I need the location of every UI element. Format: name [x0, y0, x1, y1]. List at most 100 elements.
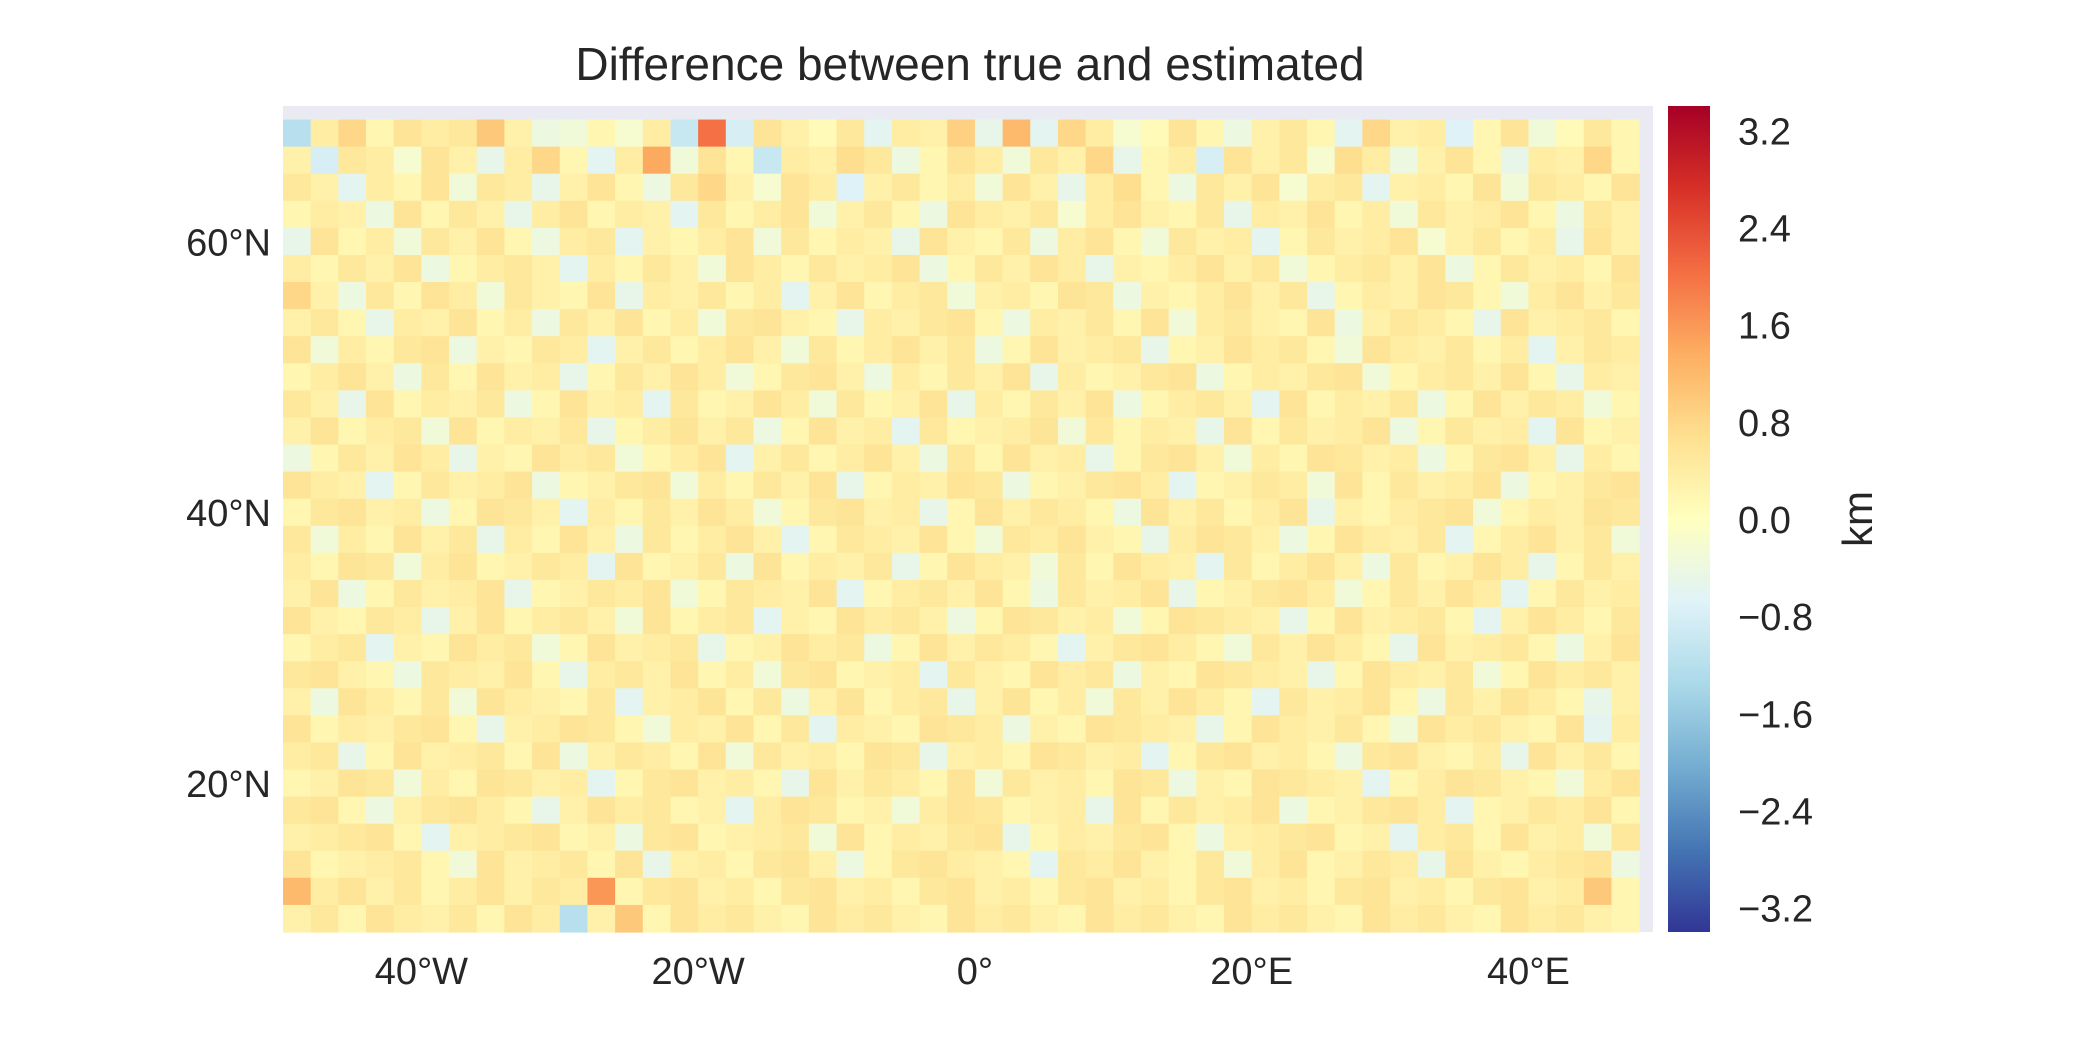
heatmap-cell: [504, 417, 533, 446]
heatmap-cell: [891, 796, 921, 825]
heatmap-cell: [642, 634, 672, 662]
heatmap-cell: [449, 227, 478, 256]
heatmap-cell: [421, 200, 450, 229]
heatmap-cell: [1556, 254, 1585, 283]
heatmap-cell: [1251, 742, 1280, 771]
heatmap-cell: [670, 579, 699, 608]
heatmap-cell: [366, 336, 395, 364]
heatmap-cell: [919, 904, 948, 933]
heatmap-cell: [1445, 634, 1474, 662]
heatmap-cell: [1030, 796, 1059, 825]
heatmap-cell: [1140, 227, 1170, 256]
heatmap-cell: [449, 688, 478, 716]
heatmap-cell: [725, 823, 755, 852]
heatmap-cell: [698, 904, 727, 933]
heatmap-cell: [283, 444, 312, 473]
heatmap-cell: [836, 282, 865, 310]
heatmap-cell: [1473, 417, 1502, 446]
heatmap-cell: [1002, 634, 1031, 662]
heatmap-cell: [919, 634, 948, 662]
heatmap-cell: [974, 254, 1004, 283]
heatmap-cell: [1417, 661, 1447, 689]
heatmap-cell: [393, 282, 422, 310]
heatmap-cell: [1500, 254, 1530, 283]
heatmap-cell: [1500, 417, 1530, 446]
heatmap-cell: [1085, 742, 1114, 771]
heatmap-cell: [532, 769, 561, 798]
heatmap-cell: [338, 363, 367, 391]
heatmap-cell: [1334, 282, 1363, 310]
heatmap-cell: [1085, 498, 1114, 527]
heatmap-cell: [1224, 444, 1253, 473]
heatmap-cell: [1556, 688, 1585, 716]
heatmap-cell: [1113, 471, 1142, 500]
heatmap-cell: [587, 634, 616, 662]
heatmap-cell: [1583, 796, 1613, 825]
heatmap-cell: [1556, 769, 1585, 798]
heatmap-cell: [864, 363, 893, 391]
heatmap-cell: [1528, 742, 1557, 771]
heatmap-cell: [449, 254, 478, 283]
heatmap-cell: [1500, 769, 1530, 798]
heatmap-cell: [1002, 200, 1031, 229]
heatmap-cell: [1583, 390, 1613, 419]
heatmap-cell: [421, 363, 450, 391]
heatmap-cell: [1168, 525, 1197, 554]
heatmap-cell: [1445, 607, 1474, 635]
heatmap-cell: [504, 119, 533, 148]
heatmap-cell: [1030, 363, 1059, 391]
heatmap-cell: [864, 715, 893, 744]
heatmap-cell: [781, 877, 810, 906]
heatmap-cell: [1556, 119, 1585, 148]
heatmap-cell: [1224, 363, 1253, 391]
heatmap-cell: [1445, 498, 1474, 527]
heatmap-cell: [532, 796, 561, 825]
heatmap-cell: [1002, 498, 1031, 527]
heatmap-cell: [725, 336, 755, 364]
heatmap-cell: [808, 254, 838, 283]
heatmap-cell: [1030, 661, 1059, 689]
heatmap-cell: [1057, 796, 1087, 825]
heatmap-cell: [1168, 390, 1197, 419]
heatmap-cell: [974, 823, 1004, 852]
heatmap-cell: [310, 254, 339, 283]
heatmap-cell: [449, 309, 478, 337]
heatmap-cell: [1390, 823, 1419, 852]
heatmap-cell: [1390, 607, 1419, 635]
heatmap-cell: [781, 904, 810, 933]
heatmap-cell: [781, 282, 810, 310]
heatmap-cell: [642, 363, 672, 391]
heatmap-cell: [1528, 254, 1557, 283]
heatmap-cell: [1583, 661, 1613, 689]
heatmap-cell: [1417, 552, 1447, 581]
heatmap-cell: [1196, 661, 1225, 689]
heatmap-cell: [310, 282, 339, 310]
heatmap-cell: [1334, 498, 1363, 527]
heatmap-cell: [725, 417, 755, 446]
heatmap-cell: [1583, 607, 1613, 635]
heatmap-cell: [1196, 525, 1225, 554]
heatmap-cell: [781, 769, 810, 798]
heatmap-cell: [615, 390, 644, 419]
heatmap-cell: [559, 904, 589, 933]
chart-title: Difference between true and estimated: [575, 38, 1364, 90]
heatmap-cell: [698, 173, 727, 202]
heatmap-cell: [476, 877, 506, 906]
heatmap-cell: [338, 200, 367, 229]
heatmap-cell: [1445, 471, 1474, 500]
heatmap-cell: [1390, 742, 1419, 771]
colorbar-ticks: 3.2 2.4 1.6 0.8 0.0 −0.8 −1.6 −2.4 −3.2: [1738, 111, 1813, 930]
heatmap-cell: [1611, 904, 1640, 933]
heatmap-cell: [283, 336, 312, 364]
heatmap-cell: [1140, 444, 1170, 473]
heatmap-cell: [393, 173, 422, 202]
heatmap-cell: [1224, 877, 1253, 906]
heatmap-cell: [449, 579, 478, 608]
heatmap-cell: [1556, 796, 1585, 825]
heatmap-cell: [476, 904, 506, 933]
colorbar-tick-label: 1.6: [1738, 306, 1791, 348]
heatmap-cell: [476, 254, 506, 283]
heatmap-cell: [615, 173, 644, 202]
heatmap-cell: [725, 173, 755, 202]
